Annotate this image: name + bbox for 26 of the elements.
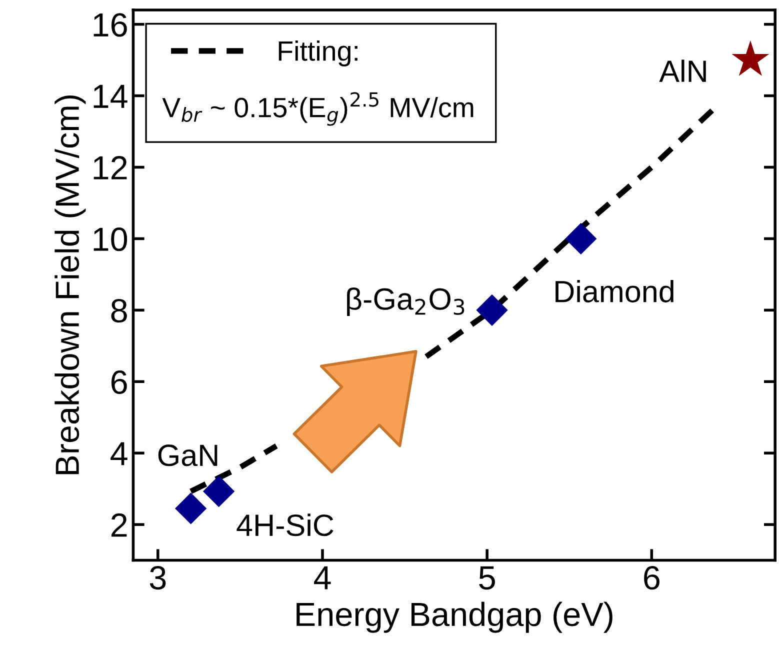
y-tick-label: 4 — [110, 442, 128, 466]
y-axis-title: Breakdown Field (MV/cm) — [54, 95, 86, 474]
point — [202, 475, 235, 508]
y-tick-label: 6 — [112, 370, 127, 394]
x-tick-label: 4 — [314, 566, 331, 590]
y-tick-label: 14 — [94, 84, 128, 108]
x-tick-label: 6 — [644, 566, 660, 590]
point — [732, 40, 770, 76]
y-tick-label: 2 — [111, 513, 127, 537]
x-tick-label: 3 — [150, 566, 166, 590]
legend-label: Fitting: — [278, 40, 358, 66]
annotation: GaN — [158, 444, 218, 466]
annotation: 4H-SiC — [236, 514, 334, 536]
y-tick-label: 12 — [94, 156, 127, 180]
y-tick-label: 16 — [94, 13, 127, 37]
annotation: AlN — [659, 60, 706, 82]
annotation: Diamond — [556, 280, 674, 302]
point — [174, 492, 207, 524]
y-tick-label: 8 — [111, 298, 127, 323]
annotation: V$_{br}$ ~ 0.15*(E$_{g}$)$^{2.5}$ MV/cm — [162, 92, 474, 126]
annotation: β-Ga$_{2}$O$_{3}$ — [347, 287, 464, 316]
point — [565, 222, 597, 255]
y-tick-label: 10 — [94, 227, 128, 252]
x-axis-title: Energy Bandgap (eV) — [296, 602, 612, 633]
x-tick-label: 5 — [479, 566, 495, 590]
point — [476, 294, 508, 326]
